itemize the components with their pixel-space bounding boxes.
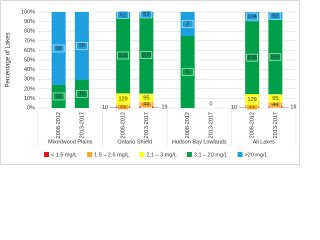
legend-label: 2.1 – 3 mg/L <box>146 152 177 158</box>
data-label: 6 <box>186 69 189 75</box>
y-tick-label: 0% <box>27 105 35 111</box>
group-label: Mixedwood Plains <box>48 139 93 145</box>
y-tick-label: 40% <box>24 67 35 73</box>
data-label-box <box>52 44 65 53</box>
y-axis-label: Percentage of Lakes <box>6 32 12 87</box>
data-label-box <box>117 11 129 19</box>
y-tick-label: 50% <box>24 57 35 63</box>
data-label-box <box>140 94 153 102</box>
y-tick-label: 100% <box>21 9 35 15</box>
legend-swatch <box>186 152 192 157</box>
data-label: 19 <box>161 105 167 111</box>
x-tick-label: 2013-2017 <box>144 112 150 138</box>
x-tick-label: 2013-2017 <box>208 112 214 138</box>
data-label: 21 <box>120 104 126 110</box>
data-label: 2 <box>186 21 189 27</box>
legend-label: >20 mg/L <box>245 152 268 158</box>
group-label: All Lakes <box>253 139 276 145</box>
data-label-box <box>269 53 282 61</box>
data-label: 19 <box>290 105 296 111</box>
legend-swatch <box>237 152 243 157</box>
data-label-box <box>181 68 194 76</box>
data-label: 38 <box>79 43 85 49</box>
data-label-box <box>181 20 194 28</box>
y-tick-label: 80% <box>24 29 35 35</box>
data-label: 16 <box>79 91 85 97</box>
data-label-box <box>269 12 282 20</box>
data-label-box <box>117 51 129 60</box>
data-label-box <box>246 53 258 62</box>
data-label-box <box>140 51 153 59</box>
data-label-box <box>140 10 153 19</box>
x-tick-label: 2008-2012 <box>121 112 127 138</box>
data-label: 0 <box>209 101 212 107</box>
data-label: 38 <box>56 46 62 52</box>
data-label: 836 <box>248 55 257 61</box>
y-tick-label: 30% <box>24 77 35 83</box>
data-label: 92 <box>272 13 278 19</box>
legend-swatch <box>44 152 49 157</box>
legend-label: 3.1 – 20 mg/L <box>194 152 228 158</box>
legend-label: < 1.5 mg/L <box>51 152 77 158</box>
x-tick-label: 2008-2012 <box>250 112 256 138</box>
data-label: 95 <box>143 95 149 101</box>
data-label-box <box>76 90 88 98</box>
data-label: 104 <box>248 14 257 20</box>
data-label: 62 <box>120 12 126 18</box>
group-label: Hudson Bay Lowlands <box>172 139 227 145</box>
legend-swatch <box>139 152 145 157</box>
data-label: 12 <box>56 94 62 100</box>
data-label: 44 <box>143 102 149 108</box>
data-label: 53 <box>143 12 149 18</box>
data-label: 10 <box>102 105 108 111</box>
data-label-box <box>52 92 65 101</box>
legend-label: 1.5 – 2.5 mg/L <box>94 152 129 158</box>
data-label: 95 <box>272 96 278 102</box>
data-label-box <box>76 42 88 50</box>
x-tick-label: 2013-2017 <box>79 112 85 138</box>
data-label: 855 <box>271 55 280 61</box>
data-label: 839 <box>142 53 151 59</box>
x-tick-label: 2008-2012 <box>56 112 62 138</box>
data-label: 129 <box>119 97 128 103</box>
data-label: 129 <box>248 97 257 103</box>
y-tick-label: 90% <box>24 19 35 25</box>
data-label-box <box>246 95 258 104</box>
data-label-box <box>269 94 282 103</box>
y-tick-label: 60% <box>24 48 35 54</box>
data-label: 21 <box>249 104 255 110</box>
y-tick-label: 10% <box>24 96 35 102</box>
x-tick-label: 2013-2017 <box>273 112 279 138</box>
data-label: 826 <box>119 53 128 59</box>
y-tick-label: 20% <box>24 86 35 92</box>
data-label-box <box>205 100 217 108</box>
group-label: Ontario Shield <box>117 139 152 145</box>
data-label: 10 <box>231 105 237 111</box>
chart: Percentage of Lakes 0% 10% 20% 30% 40% 50% 60%… <box>0 0 300 165</box>
data-label-box <box>246 12 258 21</box>
y-tick-label: 70% <box>24 38 35 44</box>
x-tick-label: 2008-2012 <box>185 112 191 138</box>
data-label: 44 <box>272 102 278 108</box>
data-label-box <box>117 95 129 103</box>
legend-swatch <box>87 152 93 157</box>
